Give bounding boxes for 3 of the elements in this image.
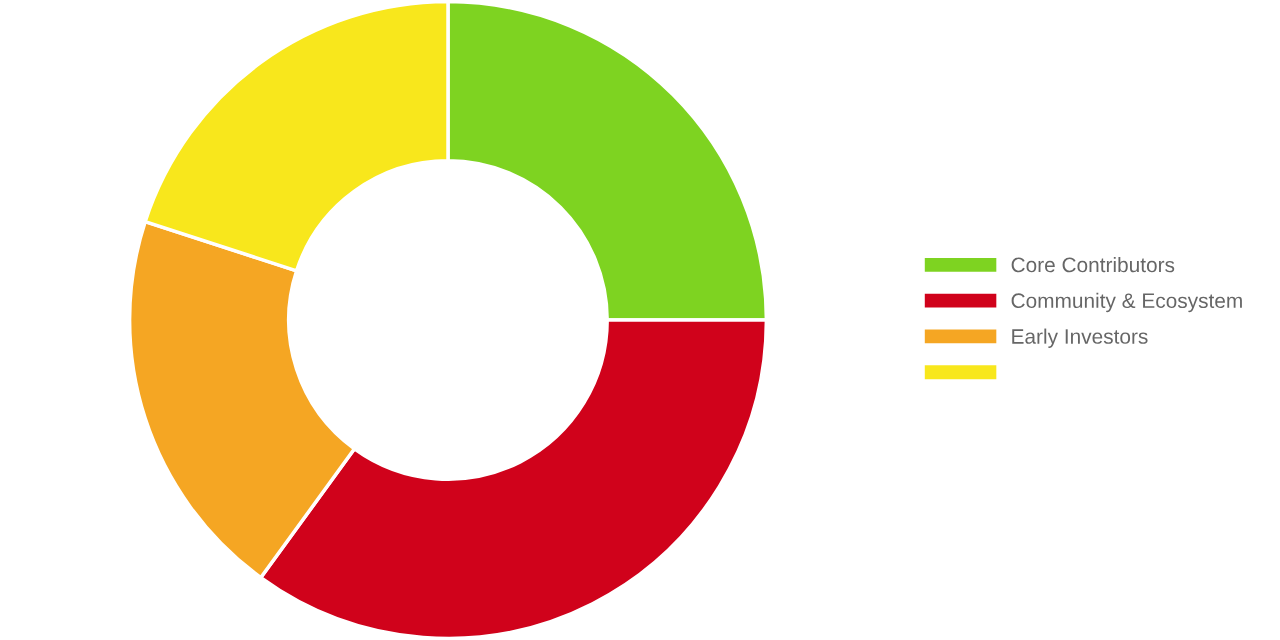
legend-label: Core Contributors [1011, 256, 1175, 273]
legend-label: Community & Ecosystem [1011, 292, 1242, 313]
legend-label: Early Investors [1012, 328, 1148, 348]
